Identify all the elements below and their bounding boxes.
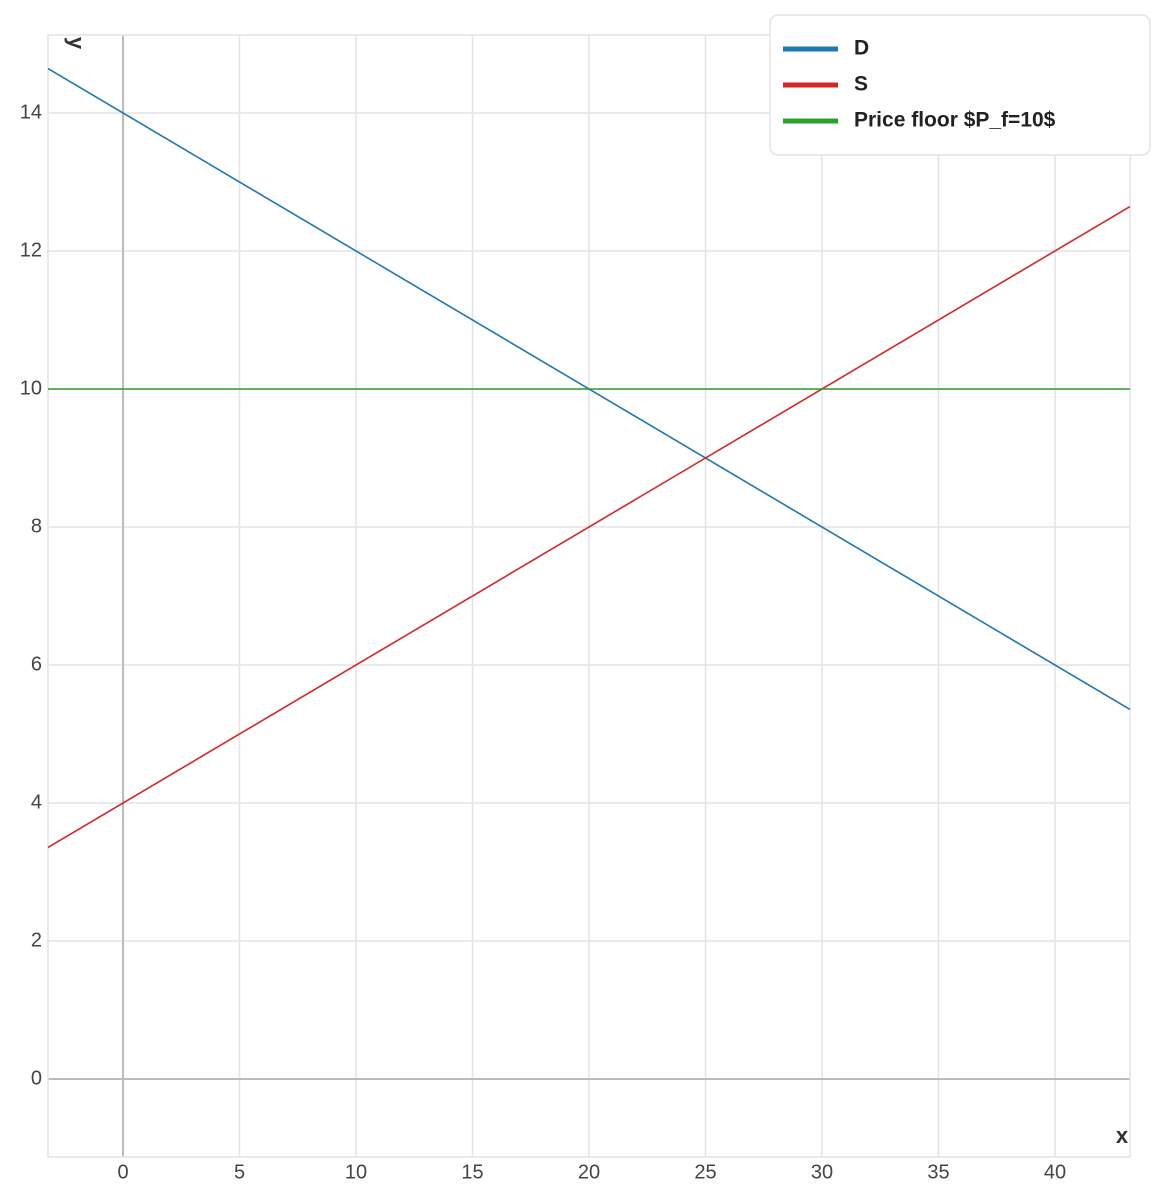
legend-box	[769, 14, 1151, 156]
y-tick-label: 14	[20, 101, 42, 123]
y-tick-label: 6	[31, 653, 42, 675]
legend-label: S	[854, 73, 868, 96]
x-tick-label: 15	[461, 1161, 483, 1183]
x-tick-label: 25	[694, 1161, 716, 1183]
x-axis-label: x	[1116, 1123, 1129, 1148]
series-line	[47, 205, 1131, 849]
y-tick-label: 4	[31, 791, 42, 813]
y-tick-label: 12	[20, 239, 42, 261]
x-tick-label: 20	[578, 1161, 600, 1183]
x-tick-label: 10	[345, 1161, 367, 1183]
legend: DS Price floor $P_f=10$	[769, 14, 1151, 156]
x-tick-label: 40	[1044, 1161, 1066, 1183]
y-axis-label: y	[64, 37, 89, 50]
y-tick-label: 2	[31, 929, 42, 951]
legend-label: D	[854, 37, 869, 60]
x-tick-label: 30	[811, 1161, 833, 1183]
legend-label: Price floor $P_f=10$	[854, 109, 1056, 132]
x-tick-label: 35	[927, 1161, 949, 1183]
plot-frame	[47, 34, 1131, 1158]
x-tick-label: 0	[117, 1161, 128, 1183]
y-tick-label: 0	[31, 1067, 42, 1089]
y-tick-label: 10	[20, 377, 42, 399]
x-tick-label: 5	[234, 1161, 245, 1183]
y-tick-label: 8	[31, 515, 42, 537]
